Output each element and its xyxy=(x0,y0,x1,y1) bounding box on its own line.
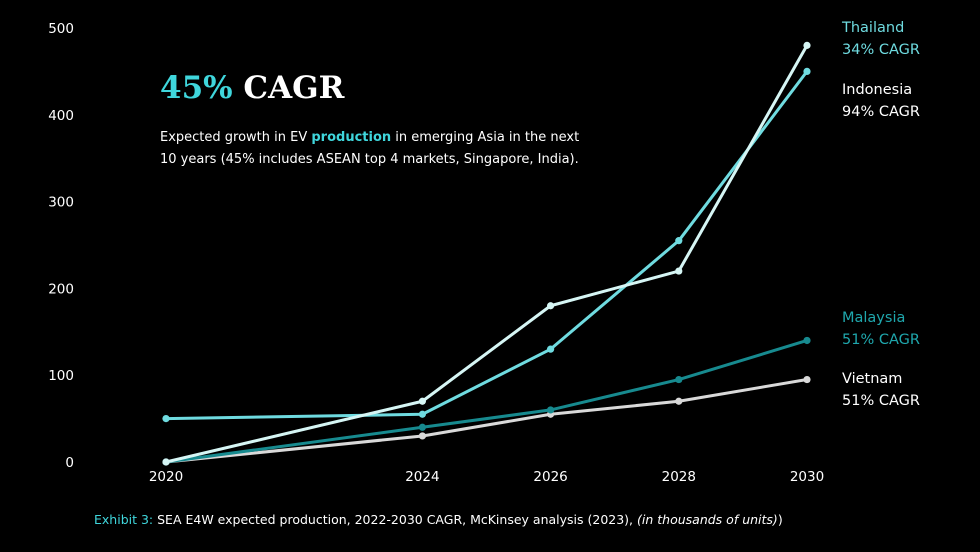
data-point-malaysia-2030 xyxy=(803,336,811,345)
data-point-indonesia-2020 xyxy=(162,415,170,423)
legend-thailand-cagr: 34% CAGR xyxy=(842,42,920,58)
data-point-malaysia-2028 xyxy=(675,375,683,384)
y-tick-label-200: 200 xyxy=(48,281,74,297)
x-tick-label-2024: 2024 xyxy=(405,469,439,485)
subtitle-highlight: production xyxy=(311,130,392,145)
chart-subtitle: Expected growth in EV production in emer… xyxy=(160,127,580,171)
data-point-vietnam-2030 xyxy=(803,375,811,384)
legend-indonesia: Indonesia 94% CAGR xyxy=(842,79,920,123)
data-point-malaysia-2024 xyxy=(418,423,426,431)
data-point-vietnam-2024 xyxy=(418,432,426,440)
legend-indonesia-cagr: 94% CAGR xyxy=(842,104,920,120)
caption-label: Exhibit 3: xyxy=(94,512,154,527)
data-point-thailand-2020 xyxy=(162,458,170,466)
caption-italic: (in thousands of units) xyxy=(637,512,778,527)
caption-text: SEA E4W expected production, 2022-2030 C… xyxy=(157,512,634,527)
exhibit-caption: Exhibit 3: SEA E4W expected production, … xyxy=(94,510,783,530)
series-line-indonesia xyxy=(164,69,809,421)
series-line-malaysia xyxy=(164,338,809,464)
legend-thailand-name: Thailand xyxy=(842,20,905,36)
legend-malaysia: Malaysia 51% CAGR xyxy=(842,307,920,351)
data-point-indonesia-2026 xyxy=(547,345,555,353)
data-point-indonesia-2024 xyxy=(418,410,426,418)
headline-cagr: CAGR xyxy=(243,70,345,106)
legend-malaysia-name: Malaysia xyxy=(842,310,906,326)
caption-close: ) xyxy=(777,512,783,527)
y-tick-label-400: 400 xyxy=(48,108,74,124)
data-point-thailand-2026 xyxy=(547,302,555,310)
data-point-malaysia-2026 xyxy=(547,406,555,414)
data-point-thailand-2028 xyxy=(675,267,683,275)
y-tick-label-100: 100 xyxy=(48,368,74,384)
legend-vietnam-cagr: 51% CAGR xyxy=(842,393,920,409)
legend-vietnam-name: Vietnam xyxy=(842,371,903,387)
data-point-thailand-2024 xyxy=(418,397,426,405)
headline-percent: 45% xyxy=(160,70,233,106)
x-tick-label-2020: 2020 xyxy=(149,469,183,485)
y-axis-ticks: 0 100 200 300 400 500 xyxy=(48,21,74,471)
subtitle-part1: Expected growth in EV xyxy=(160,130,312,145)
y-tick-label-500: 500 xyxy=(48,21,74,37)
y-tick-label-300: 300 xyxy=(48,195,74,211)
x-tick-label-2026: 2026 xyxy=(533,469,567,485)
legend-thailand: Thailand 34% CAGR xyxy=(842,17,920,61)
y-tick-label-0: 0 xyxy=(65,455,74,471)
chart-headline: 45% CAGR xyxy=(160,68,344,108)
data-point-indonesia-2030 xyxy=(803,67,811,75)
x-axis-ticks: 2020 2024 2026 2028 2030 xyxy=(149,469,824,485)
x-tick-label-2030: 2030 xyxy=(790,469,824,485)
legend-indonesia-name: Indonesia xyxy=(842,82,913,98)
legend-vietnam: Vietnam 51% CAGR xyxy=(842,368,920,412)
legend-malaysia-cagr: 51% CAGR xyxy=(842,332,920,348)
series-lines xyxy=(162,41,811,466)
data-point-vietnam-2028 xyxy=(675,397,683,405)
data-point-indonesia-2028 xyxy=(675,237,683,245)
data-point-thailand-2030 xyxy=(803,41,811,49)
subtitle-part2: in emerging Asia in the next 10 years (4… xyxy=(160,130,580,167)
x-tick-label-2028: 2028 xyxy=(662,469,696,485)
